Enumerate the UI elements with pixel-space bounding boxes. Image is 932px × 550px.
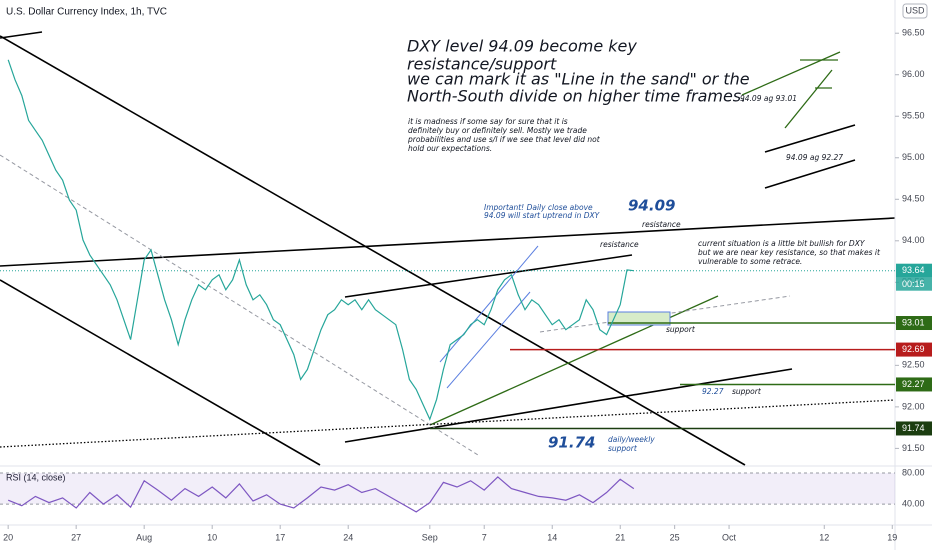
y-tick-label: 92.00: [902, 401, 925, 411]
level-label: 91.74: [548, 434, 595, 452]
y-tick-label: 80.00: [902, 467, 925, 477]
price-label: 93.64: [902, 265, 925, 275]
x-tick-label: 27: [71, 532, 81, 542]
drawings: [0, 31, 896, 466]
note-line: definitely buy or definitely sell. Mostl…: [408, 126, 587, 135]
trend-line: [764, 124, 856, 153]
note-line: we can mark it as "Line in the sand" or …: [407, 70, 750, 89]
y-tick-label: 40.00: [902, 499, 925, 509]
trend-line: [0, 35, 746, 466]
x-tick-label: 21: [615, 532, 625, 542]
x-tick-label: 7: [482, 532, 487, 542]
label: resistance: [642, 220, 681, 229]
y-tick-label: 96.50: [902, 28, 925, 38]
x-tick-label: Aug: [136, 532, 152, 542]
countdown-badge: [896, 277, 932, 291]
y-tick-label: 94.00: [902, 235, 925, 245]
note-line: vulnerable to some retrace.: [698, 257, 802, 266]
x-tick-label: 20: [3, 532, 13, 542]
level-label: 92.69: [902, 344, 925, 354]
trend-line: [784, 69, 833, 129]
trend-line: [0, 31, 43, 39]
rsi-band: [0, 473, 895, 505]
currency-badge: [902, 3, 928, 19]
zone-box: [607, 311, 671, 326]
y-tick-label: 95.50: [902, 111, 925, 121]
trend-line: [344, 254, 633, 298]
y-tick-label: 95.00: [902, 152, 925, 162]
note-line: probabilities and use s/l if we see that…: [407, 135, 601, 144]
note-line: 94.09 will start uptrend in DXY: [484, 211, 601, 220]
rsi-title: RSI (14, close): [6, 472, 66, 482]
channel-line: [439, 245, 539, 363]
trend-line: [344, 368, 793, 443]
countdown: 00:15: [902, 279, 925, 289]
x-tick-label: Oct: [722, 532, 737, 542]
note-line: it is madness if some say for sure that …: [408, 117, 568, 126]
level-label: 93.01: [902, 317, 925, 327]
label: support: [732, 387, 762, 396]
y-tick-label: 94.50: [902, 194, 925, 204]
label: 94.09 ag 93.01: [740, 94, 797, 103]
note-line: North-South divide on higher time frames…: [407, 87, 746, 106]
x-tick-label: 24: [343, 532, 353, 542]
note-line: Important! Daily close above: [484, 203, 593, 212]
note-line: resistance/support: [407, 55, 557, 74]
chart-title: U.S. Dollar Currency Index, 1h, TVC: [6, 7, 167, 18]
note-line: hold our expectations.: [408, 144, 492, 153]
rsi-line: [7, 476, 635, 513]
price-badge: [896, 263, 932, 278]
resistance-line: [0, 217, 896, 267]
level-badge: [896, 316, 932, 331]
y-tick-label: 96.00: [902, 69, 925, 79]
notes: DXY level 94.09 become key resistance/su…: [407, 37, 881, 454]
x-tick-label: 25: [670, 532, 680, 542]
label: support: [608, 444, 638, 453]
dotted-line: [0, 399, 896, 448]
trend-line: [0, 279, 321, 466]
channel-line: [446, 291, 531, 389]
label: 94.09 ag 92.27: [786, 153, 843, 162]
note-line: DXY level 94.09 become key: [407, 37, 637, 56]
trend-line: [741, 51, 841, 96]
x-tick-label: 17: [275, 532, 285, 542]
currency: USD: [905, 5, 925, 15]
level-label: 91.74: [902, 423, 925, 433]
level-label: 92.27: [902, 379, 925, 389]
level-badge: [896, 342, 932, 357]
label: 92.27: [702, 387, 724, 396]
level-badge: [896, 377, 932, 392]
dashed-line: [0, 154, 479, 456]
level-badge: [896, 421, 932, 436]
price-line: [7, 59, 634, 421]
x-tick-label: Sep: [422, 532, 438, 542]
x-tick-label: 12: [819, 532, 829, 542]
trend-line: [764, 159, 856, 189]
note-line: current situation is a little bit bullis…: [698, 239, 866, 248]
label: daily/weekly: [608, 435, 655, 444]
x-tick-label: 10: [207, 532, 217, 542]
note-line: but we are near key resistance, so that …: [698, 248, 881, 257]
x-tick-label: 19: [887, 532, 897, 542]
x-tick-label: 14: [547, 532, 557, 542]
label: support: [666, 325, 696, 334]
level-label: 94.09: [628, 197, 675, 215]
y-tick-label: 92.50: [902, 360, 925, 370]
label: resistance: [600, 240, 639, 249]
y-tick-label: 91.50: [902, 443, 925, 453]
